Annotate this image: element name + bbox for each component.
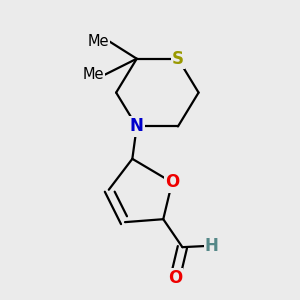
Text: Me: Me: [87, 34, 109, 49]
Text: O: O: [165, 173, 179, 191]
Text: S: S: [172, 50, 184, 68]
Text: N: N: [130, 117, 144, 135]
Text: H: H: [205, 237, 219, 255]
Text: O: O: [168, 269, 182, 287]
Text: Me: Me: [83, 68, 104, 82]
